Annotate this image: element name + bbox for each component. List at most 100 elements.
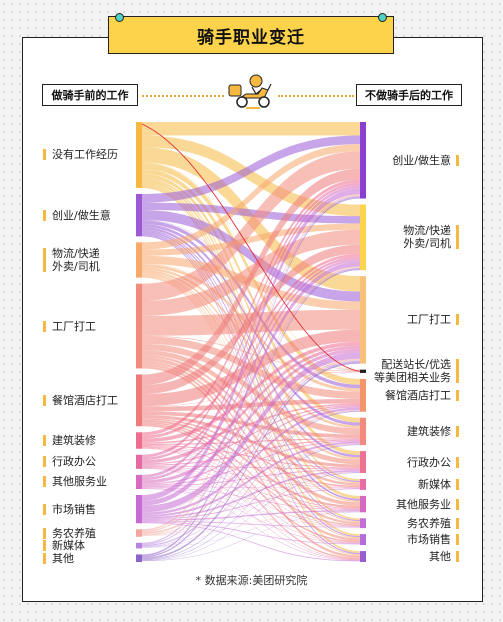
left-label-tick [43,504,46,515]
left-label-tick [43,210,46,221]
left-node-bar [136,193,142,237]
flow-link [142,444,360,561]
right-node-label-line: 外卖/司机 [403,237,451,250]
right-node-label: 其他 [429,550,451,563]
right-node-label: 行政办公 [407,456,451,469]
right-dotted-line [278,95,354,97]
flow-link [142,223,360,256]
flow-link [142,445,360,469]
right-label-tick [456,225,459,249]
flow-link [142,511,360,536]
source-asterisk: * [195,574,202,587]
right-node-label-line: 创业/做生意 [392,154,451,167]
left-node-label: 物流/快递 外卖/司机 [52,247,100,273]
flow-link [142,197,360,557]
right-node-bar [360,551,366,562]
left-node-label: 其他 [52,552,74,565]
flow-link [142,510,360,521]
right-label-tick [456,534,459,545]
left-node-label-line: 工厂打工 [52,320,96,333]
right-node-bar [360,534,366,546]
flow-link [142,267,360,545]
right-node-label-line: 配送站长/优选 [381,358,451,371]
right-node-bar [360,451,366,473]
left-node-label: 创业/做生意 [52,209,111,222]
flow-link [142,261,360,506]
flow-link [142,467,360,544]
flow-link [142,361,360,560]
flow-link [142,329,360,407]
flow-link [142,486,360,489]
flow-link [142,352,360,513]
right-node-bar [360,378,366,412]
flow-link [142,219,360,371]
flow-link [142,345,360,464]
flow-link [142,358,360,534]
flow-link [142,348,360,484]
flow-link [142,411,360,439]
flow-link [142,360,360,547]
flow-link [142,355,360,486]
left-node-label: 其他服务业 [52,475,107,488]
flow-link [142,487,360,527]
right-node-bar [360,204,366,271]
right-label-tick [456,314,459,325]
flow-link [142,361,360,525]
right-node-bar [360,518,366,529]
flow-link [142,235,360,555]
flow-link [142,255,360,310]
flow-link [142,511,360,548]
flow-link [142,220,360,389]
right-node-label-line: 务农养殖 [407,517,451,530]
flow-link [142,403,360,444]
right-node-bar [360,122,366,199]
flow-link [142,424,360,560]
left-label-tick [43,553,46,564]
flow-link [142,168,360,386]
left-node-label: 市场销售 [52,503,96,516]
right-label-tick [456,499,459,510]
left-node-label: 新媒体 [52,539,85,552]
flow-link [142,411,360,560]
flow-link [142,409,360,535]
flow-link [142,467,360,527]
right-node-bar [360,417,366,446]
flow-link [142,179,360,499]
flow-link [142,446,360,488]
left-node-label-line: 其他服务业 [52,475,107,488]
left-label-tick [43,456,46,467]
left-node-label-line: 建筑装修 [52,434,96,447]
right-node-label: 新媒体 [418,478,451,491]
flow-link [142,274,360,523]
flow-link [142,185,360,478]
left-label-tick [43,476,46,487]
flow-link [142,440,360,486]
flow-link [142,438,360,446]
flow-link [142,179,360,436]
right-node-label: 配送站长/优选 等美团相关业务 [374,358,451,384]
right-node-label-line: 新媒体 [418,478,451,491]
left-node-label-line: 创业/做生意 [52,209,111,222]
flow-link [142,184,360,537]
flow-link [142,267,360,429]
right-node-label-line: 市场销售 [407,533,451,546]
flow-link [142,335,360,372]
source-text: 数据来源:美团研究院 [204,574,308,587]
left-node-label-line: 新媒体 [52,539,85,552]
right-node-label-line: 工厂打工 [407,313,451,326]
right-node-bar [360,369,366,373]
left-node-label: 建筑装修 [52,434,96,447]
flow-link [142,168,360,423]
flow-link [142,182,360,521]
right-label-tick [456,479,459,490]
left-node-bar [136,474,142,490]
left-node-bar [136,432,142,449]
left-node-label-line: 其他 [52,552,74,565]
right-node-label: 其他服务业 [396,498,451,511]
left-label-tick [43,435,46,446]
flow-link [142,135,360,217]
flow-link [142,511,360,562]
left-node-label-line: 餐馆酒店打工 [52,394,118,407]
right-label-tick [456,359,459,383]
left-label-tick [43,540,46,551]
